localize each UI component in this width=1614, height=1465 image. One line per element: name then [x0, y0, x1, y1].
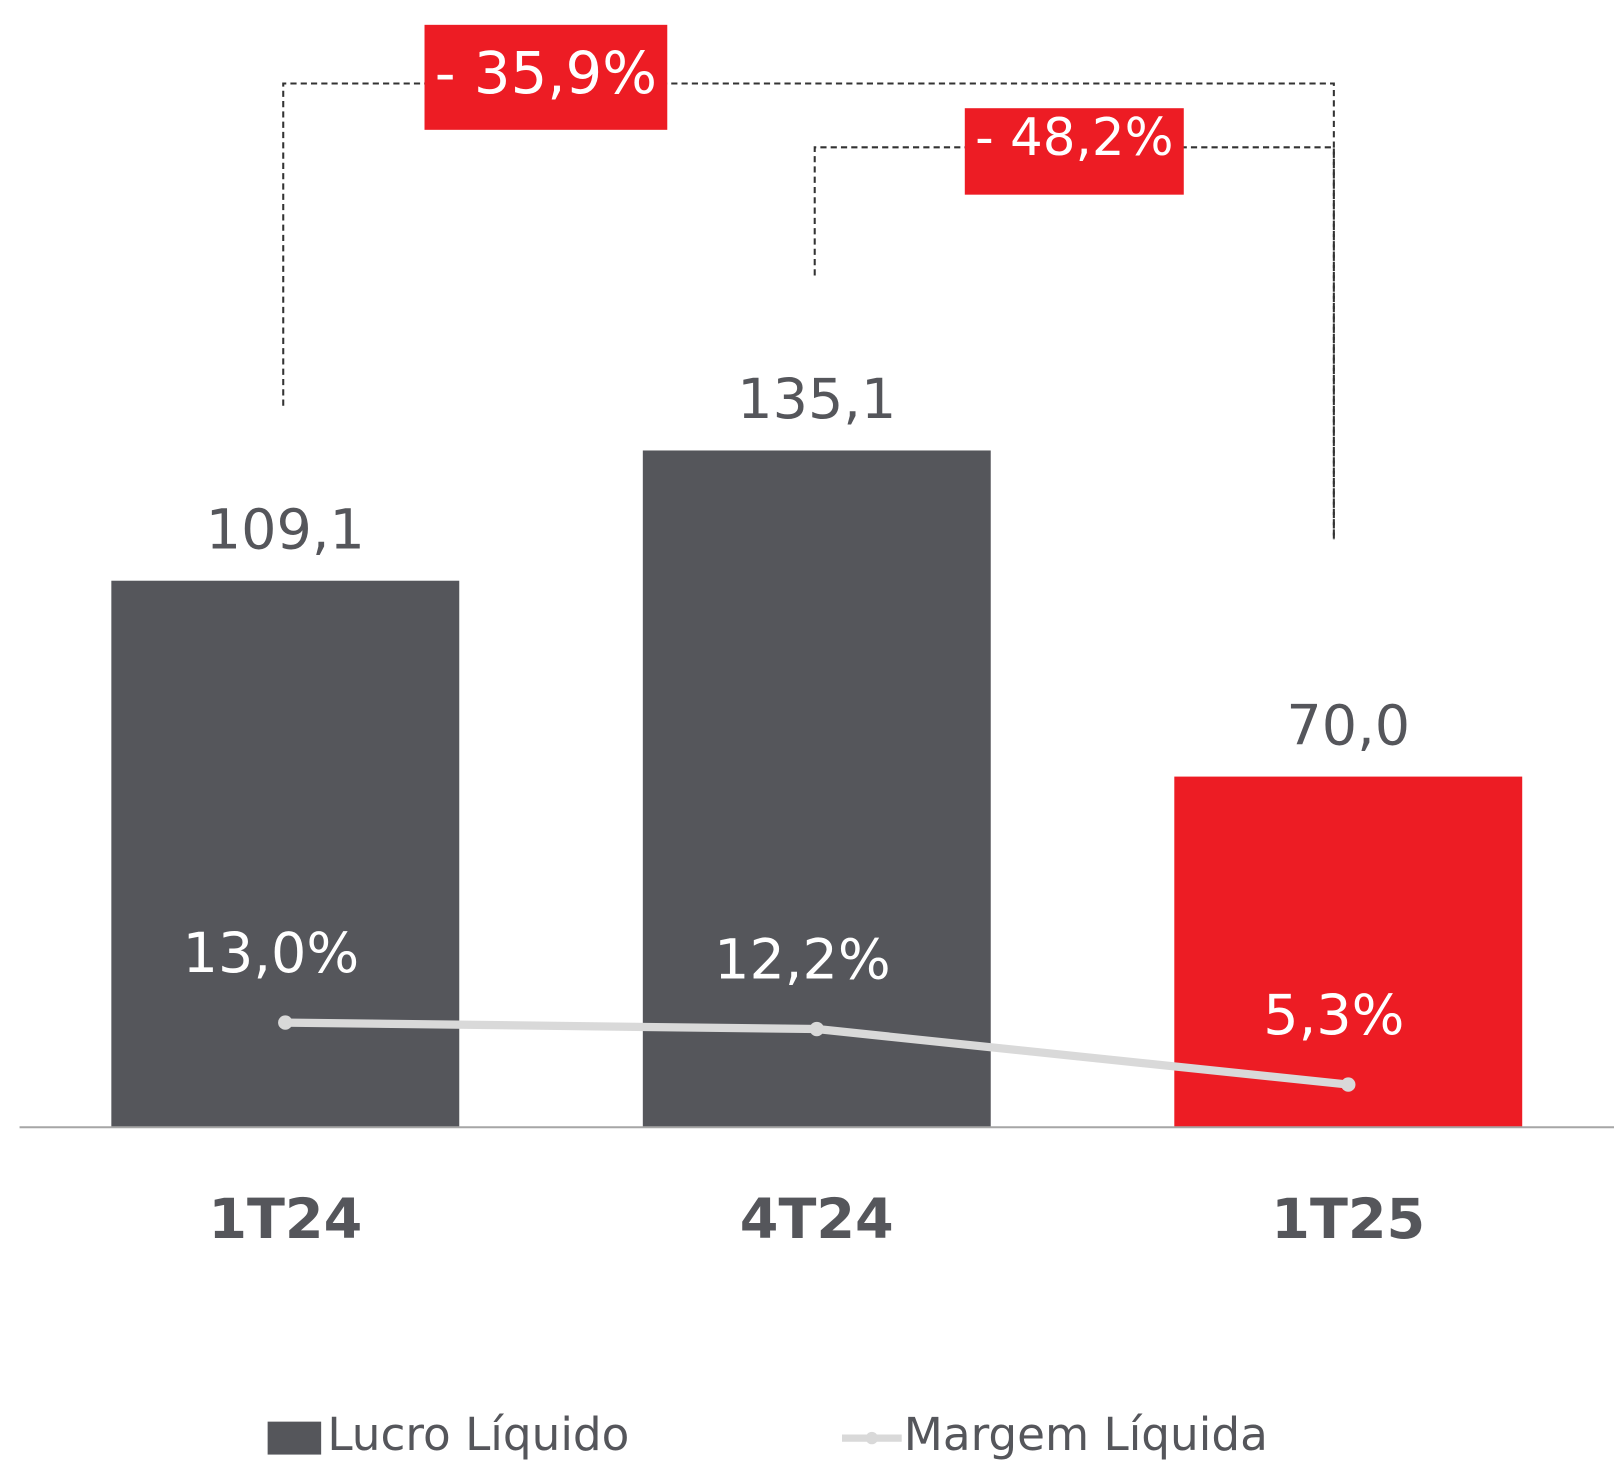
- bar-value-label: 109,1: [206, 497, 365, 562]
- x-tick-label: 1T24: [208, 1187, 362, 1252]
- line-value-label: 12,2%: [714, 927, 891, 992]
- legend-label: Lucro Líquido: [327, 1408, 629, 1461]
- bracket: [282, 82, 1335, 540]
- annotation-label: - 48,2%: [975, 108, 1173, 168]
- bar: [111, 580, 460, 1128]
- annotation-box: [424, 24, 668, 130]
- line-point: [1341, 1077, 1356, 1092]
- annotation-label: - 35,9%: [435, 39, 657, 107]
- bar: [642, 450, 991, 1128]
- annotation-box: [964, 108, 1184, 195]
- bar-value-label: 135,1: [737, 367, 896, 432]
- bar-value-label: 70,0: [1286, 693, 1410, 758]
- line-point: [809, 1021, 824, 1037]
- line-point: [278, 1015, 293, 1030]
- x-tick-label: 1T25: [1271, 1187, 1425, 1252]
- bracket: [813, 146, 1335, 540]
- legend-marker: [865, 1431, 879, 1445]
- x-tick-label: 4T24: [740, 1187, 894, 1252]
- legend-swatch: [267, 1421, 322, 1455]
- legend-label: Margem Líquida: [904, 1408, 1268, 1461]
- line-value-label: 13,0%: [183, 921, 360, 986]
- line-value-label: 5,3%: [1263, 983, 1404, 1048]
